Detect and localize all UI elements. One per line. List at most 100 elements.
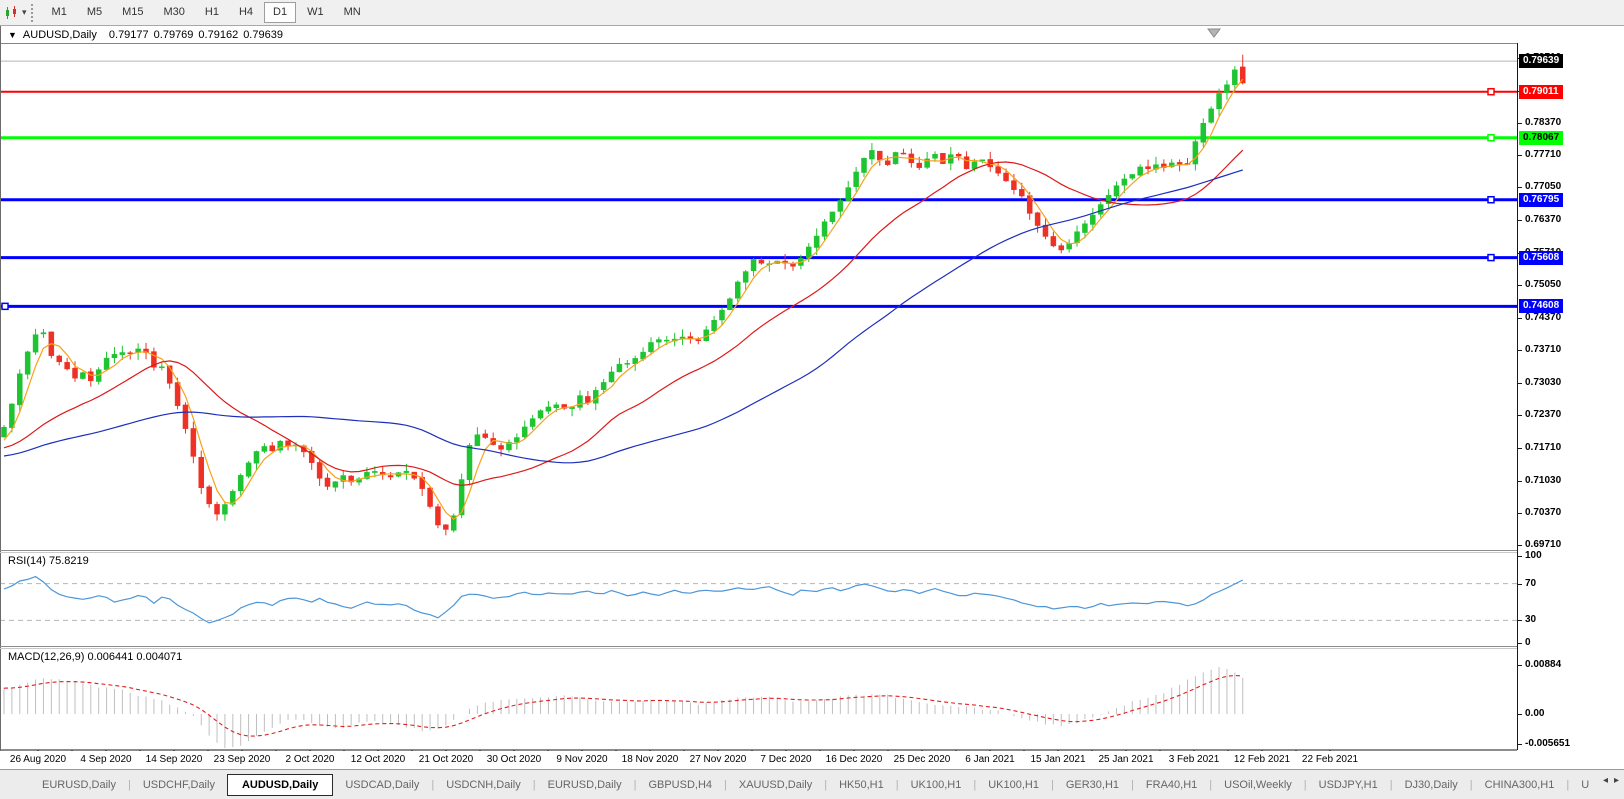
tab-separator: | — [824, 778, 828, 791]
tab-separator: | — [532, 778, 536, 791]
price-tick-label-tick — [1518, 220, 1522, 222]
chart-tab-UK100-H1[interactable]: UK100,H1 — [988, 778, 1039, 791]
timeframe-button-MN[interactable]: MN — [343, 6, 361, 18]
date-label: 14 Sep 2020 — [145, 754, 203, 765]
chart-tab-EURUSD-Daily[interactable]: EURUSD,Daily — [547, 778, 622, 791]
chart-canvas[interactable] — [0, 26, 1517, 769]
timeframe-button-D1[interactable]: D1 — [264, 2, 297, 23]
chart-tab-HK50-H1[interactable]: HK50,H1 — [839, 778, 884, 791]
price-tick-label-tick — [1518, 545, 1522, 547]
chart-tab-USDCHF-Daily[interactable]: USDCHF,Daily — [142, 778, 215, 791]
ohlc-high: 0.79769 — [153, 28, 194, 41]
price-tick-label-tick — [1518, 284, 1522, 286]
tab-scroll-buttons: ◂ ▸ — [1600, 773, 1621, 788]
rsi-macd-separator-shadow — [0, 648, 1624, 649]
macd-signal-line — [3, 674, 1243, 737]
rsi-macd-separator[interactable] — [0, 646, 1624, 647]
chart-tab-USDJPY-H1[interactable]: USDJPY,H1 — [1318, 778, 1378, 791]
chart-tab-DJ30-Daily[interactable]: DJ30,Daily — [1404, 778, 1458, 791]
timeframe-toolbar: ▾ M1 M5 M15 M30 H1 H4 D1 W1 MN — [0, 0, 1624, 26]
tab-separator: | — [1131, 778, 1134, 791]
price-tick-label-tick — [1518, 383, 1522, 385]
candlesticks — [1, 54, 1246, 536]
timeframe-button-M30[interactable]: M30 — [163, 6, 185, 18]
price-rsi-separator[interactable] — [0, 550, 1624, 551]
moving-average-medium — [3, 149, 1244, 487]
date-label: 6 Jan 2021 — [965, 754, 1015, 765]
price-tick-label: 0.73710 — [1525, 344, 1562, 356]
rsi-tick-label-tick — [1518, 643, 1522, 644]
price-axis[interactable]: 0.797100.790300.783700.777100.770500.763… — [1517, 26, 1624, 751]
price-tick-label-tick — [1518, 447, 1522, 449]
chart-tab-USDCAD-Daily[interactable]: USDCAD,Daily — [345, 778, 420, 791]
date-label: 9 Nov 2020 — [556, 754, 608, 765]
macd-tick-label: 0.00 — [1525, 708, 1545, 719]
macd-label: MACD(12,26,9) 0.006441 0.004071 — [8, 651, 183, 663]
timeframe-buttons: M1 M5 M15 M30 H1 H4 D1 W1 MN — [42, 2, 371, 23]
rsi-tick-label: 70 — [1525, 577, 1537, 589]
chart-tab-U[interactable]: U — [1581, 778, 1590, 791]
tab-separator: | — [1209, 778, 1213, 791]
chart-shift-marker-icon[interactable] — [1207, 28, 1221, 38]
price-tick-label: 0.69710 — [1525, 539, 1562, 551]
macd-tick-label: 0.00884 — [1525, 659, 1562, 671]
ohlc-low: 0.79162 — [198, 28, 239, 41]
price-tick-label-tick — [1518, 480, 1522, 482]
chart-tab-USOil-Weekly[interactable]: USOil,Weekly — [1224, 778, 1292, 791]
tab-separator: | — [1303, 778, 1307, 791]
moving-average-slow — [3, 169, 1243, 464]
macd-tick-label-tick — [1518, 744, 1522, 745]
rsi-tick-label: 100 — [1525, 550, 1542, 561]
timeframe-button-H1[interactable]: H1 — [204, 6, 219, 18]
chart-tab-GER30-H1[interactable]: GER30,H1 — [1065, 778, 1120, 791]
chart-tab-AUDUSD-Daily[interactable]: AUDUSD,Daily — [226, 773, 334, 796]
date-label: 12 Feb 2021 — [1233, 754, 1291, 765]
date-label: 27 Nov 2020 — [689, 754, 747, 765]
chart-tab-XAUUSD-Daily[interactable]: XAUUSD,Daily — [738, 778, 813, 791]
price-rsi-separator-shadow — [0, 552, 1624, 553]
timeframe-button-M15[interactable]: M15 — [122, 6, 144, 18]
rsi-tick-label-tick — [1518, 583, 1522, 585]
tab-separator: | — [1389, 778, 1393, 791]
hline-handle-0.79011[interactable] — [1487, 87, 1495, 96]
timeframe-button-M1[interactable]: M1 — [51, 6, 67, 18]
hline-badge-0.75608: 0.75608 — [1519, 250, 1564, 265]
timeframe-button-M5[interactable]: M5 — [86, 6, 103, 18]
chart-tab-CHINA300-H1[interactable]: CHINA300,H1 — [1484, 778, 1555, 791]
tab-scroll-left-icon[interactable]: ◂ — [1602, 775, 1608, 786]
chart-tab-FRA40-H1[interactable]: FRA40,H1 — [1145, 778, 1198, 791]
price-tick-label-tick — [1518, 122, 1522, 124]
chart-tool-icon[interactable]: ▾ — [4, 5, 27, 21]
hline-handle-0.78067[interactable] — [1487, 133, 1495, 142]
chart-tab-UK100-H1[interactable]: UK100,H1 — [910, 778, 962, 791]
price-tick-label: 0.70370 — [1525, 506, 1562, 518]
tab-scroll-right-icon[interactable]: ▸ — [1613, 775, 1619, 786]
timeframe-button-H4[interactable]: H4 — [238, 6, 254, 18]
chart-tab-GBPUSD-H4[interactable]: GBPUSD,H4 — [648, 778, 713, 791]
price-tick-label: 0.77050 — [1525, 181, 1562, 193]
date-label: 3 Feb 2021 — [1168, 754, 1220, 765]
timeframe-button-W1[interactable]: W1 — [307, 6, 324, 18]
hline-handle-0.74608[interactable] — [1, 302, 9, 311]
price-tick-label-tick — [1518, 187, 1522, 189]
chart-tab-EURUSD-Daily[interactable]: EURUSD,Daily — [42, 778, 116, 791]
rsi-tick-label-tick — [1518, 556, 1522, 557]
chevron-down-icon[interactable]: ▾ — [22, 7, 27, 17]
date-label: 2 Oct 2020 — [285, 754, 335, 765]
candlestick-tool-icon — [6, 5, 16, 19]
hline-handle-0.76795[interactable] — [1487, 195, 1495, 204]
price-tick-label-tick — [1518, 350, 1522, 352]
date-axis[interactable]: 26 Aug 2020 4 Sep 2020 14 Sep 2020 23 Sep 2… — [0, 751, 1624, 769]
price-tick-label-tick — [1518, 155, 1522, 157]
horizontal-lines[interactable] — [0, 87, 1517, 311]
hline-handle-0.75608[interactable] — [1487, 253, 1495, 262]
symbol-dropdown-icon[interactable]: ▼ — [8, 29, 17, 40]
current-price-badge: 0.79639 — [1519, 54, 1564, 69]
chart-tab-USDCNH-Daily[interactable]: USDCNH,Daily — [446, 778, 521, 791]
tab-separator: | — [1566, 778, 1570, 791]
date-label: 18 Nov 2020 — [621, 754, 679, 765]
date-label: 22 Feb 2021 — [1301, 754, 1359, 765]
toolbar-grip[interactable] — [30, 3, 38, 22]
price-tick-label: 0.76370 — [1525, 214, 1562, 226]
chart-tab-bar: EURUSD,Daily | USDCHF,Daily AUDUSD,Daily USD… — [0, 769, 1624, 799]
